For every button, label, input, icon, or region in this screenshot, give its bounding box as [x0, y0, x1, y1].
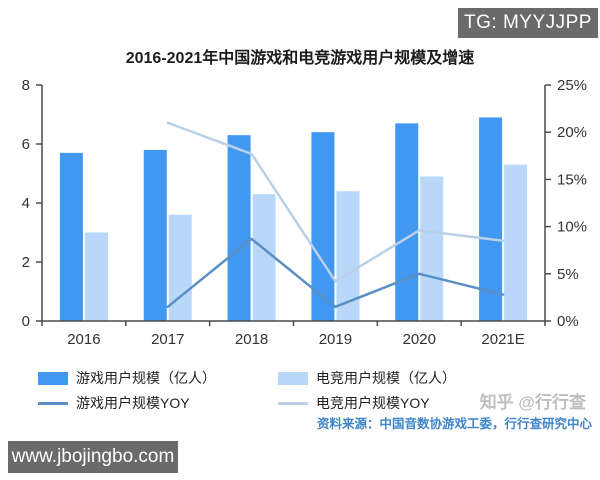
right-axis-tick-label: 15% — [557, 171, 587, 188]
telegram-watermark-text: TG: MYYJJPP — [464, 12, 592, 33]
bar-2016-1 — [84, 232, 108, 321]
right-axis-tick-label: 5% — [557, 266, 579, 283]
legend-label-esports-yoy: 电竞用户规模YOY — [316, 395, 430, 411]
zhihu-watermark: 知乎 @行行查 — [479, 393, 586, 412]
combo-chart-svg: 0 2 4 6 8 0% 5% 10% 15% 20% 25% 2016 2017 2018 2019 202… — [22, 77, 587, 348]
bar-2021E-1 — [504, 164, 528, 321]
legend-item-esports-users: 电竞用户规模（亿人） — [278, 368, 456, 388]
left-axis-tick-label: 0 — [22, 313, 30, 330]
legend-label-esports-users: 电竞用户规模（亿人） — [316, 370, 456, 386]
telegram-watermark-badge: TG: MYYJJPP — [458, 8, 598, 38]
legend-swatch-esports-yoy — [278, 401, 308, 405]
x-axis-category-label: 2016 — [67, 331, 100, 348]
x-axis-category-label: 2021E — [481, 331, 524, 348]
bar-2019-1 — [336, 191, 360, 321]
bar-2018-0 — [227, 135, 251, 321]
legend-swatch-game-yoy — [38, 401, 68, 405]
website-watermark-badge: www.jbojingbo.com — [8, 441, 178, 473]
legend-item-game-users: 游戏用户规模（亿人） — [38, 368, 216, 388]
bar-2017-0 — [143, 149, 167, 321]
bar-2019-0 — [311, 132, 335, 321]
legend-item-game-yoy: 游戏用户规模YOY — [38, 393, 190, 413]
x-axis-category-label: 2018 — [235, 331, 268, 348]
yoy-line-0 — [166, 237, 505, 309]
x-axis-category-label: 2019 — [319, 331, 352, 348]
right-axis-tick-label: 0% — [557, 313, 579, 330]
left-axis-tick-label: 4 — [22, 195, 30, 212]
bar-2016-0 — [59, 152, 83, 321]
website-watermark-text: www.jbojingbo.com — [11, 446, 175, 467]
x-axis-category-label: 2017 — [151, 331, 184, 348]
left-axis-tick-label: 8 — [22, 77, 30, 94]
x-axis-category-label: 2020 — [403, 331, 436, 348]
bar-2020-1 — [420, 176, 444, 321]
left-axis-tick-label: 6 — [22, 136, 30, 153]
chart-title: 2016-2021年中国游戏和电竞游戏用户规模及增速 — [125, 50, 475, 67]
yoy-line-1 — [166, 121, 505, 283]
legend-swatch-game-users — [38, 371, 68, 385]
left-axis-tick-label: 2 — [22, 254, 30, 271]
right-axis-tick-label: 25% — [557, 77, 587, 94]
legend-swatch-esports-users — [278, 371, 308, 385]
right-axis-tick-label: 10% — [557, 219, 587, 236]
legend-label-game-users: 游戏用户规模（亿人） — [76, 370, 216, 386]
bar-2020-0 — [395, 123, 419, 321]
legend-label-game-yoy: 游戏用户规模YOY — [76, 395, 190, 411]
bar-2018-1 — [252, 194, 276, 321]
bar-2017-1 — [168, 214, 192, 321]
right-axis-tick-label: 20% — [557, 124, 587, 141]
bar-2021E-0 — [479, 117, 503, 321]
legend-item-esports-yoy: 电竞用户规模YOY — [278, 393, 430, 413]
data-source-note: 资料来源：中国音数协游戏工委，行行查研究中心 — [316, 417, 592, 431]
